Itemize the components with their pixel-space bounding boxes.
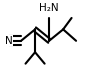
- Text: H₂N: H₂N: [39, 3, 59, 13]
- Text: N: N: [5, 36, 13, 46]
